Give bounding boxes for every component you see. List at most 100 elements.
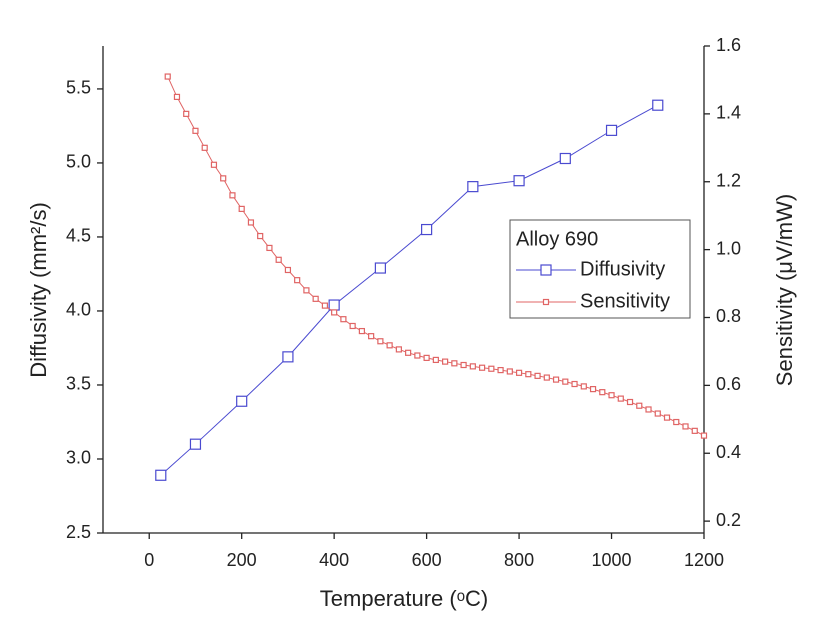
marker xyxy=(513,175,525,187)
x-tick-label: 0 xyxy=(144,550,154,570)
marker xyxy=(543,374,550,381)
marker xyxy=(266,244,273,252)
marker xyxy=(321,302,329,309)
marker xyxy=(183,110,190,117)
x-axis-label: Temperature (ᵒC) xyxy=(320,586,488,611)
y2-tick-label: 0.2 xyxy=(716,510,741,530)
marker xyxy=(645,406,652,413)
series-line xyxy=(160,104,659,476)
marker xyxy=(303,287,310,294)
y2-tick-label: 1.6 xyxy=(716,35,741,55)
marker xyxy=(608,392,615,399)
marker xyxy=(589,386,597,393)
x-tick-label: 800 xyxy=(504,550,534,570)
marker xyxy=(358,327,365,335)
legend-box xyxy=(509,219,691,319)
marker xyxy=(155,469,167,481)
y-tick-label: 5.0 xyxy=(66,152,91,172)
marker xyxy=(515,369,523,376)
marker xyxy=(284,266,292,274)
marker xyxy=(552,376,560,383)
marker xyxy=(506,368,513,375)
marker xyxy=(691,427,698,434)
marker xyxy=(236,395,248,407)
marker xyxy=(414,352,421,359)
marker xyxy=(636,402,643,409)
marker xyxy=(331,309,338,316)
marker xyxy=(421,223,433,236)
marker xyxy=(210,161,218,168)
marker xyxy=(626,398,634,406)
marker xyxy=(275,256,282,263)
y2-tick-label: 0.8 xyxy=(716,306,741,326)
marker xyxy=(312,295,319,302)
marker xyxy=(451,360,458,367)
x-tick-label: 200 xyxy=(227,550,257,570)
marker xyxy=(654,410,661,417)
y-tick-label: 2.5 xyxy=(66,522,91,542)
marker xyxy=(164,73,171,80)
marker xyxy=(460,361,467,369)
marker xyxy=(257,232,264,240)
marker xyxy=(605,124,618,136)
marker xyxy=(525,371,532,378)
marker xyxy=(328,299,340,311)
marker xyxy=(534,372,541,379)
marker xyxy=(377,338,384,345)
legend-label: Diffusivity xyxy=(580,258,665,280)
marker xyxy=(189,438,202,450)
y2-tick-label: 0.6 xyxy=(716,374,741,394)
marker xyxy=(405,349,412,356)
x-tick-label: 400 xyxy=(319,550,349,570)
y-tick-label: 5.5 xyxy=(66,78,91,98)
marker xyxy=(247,219,255,226)
marker xyxy=(201,144,208,151)
marker xyxy=(467,181,479,193)
x-tick-label: 1200 xyxy=(684,550,724,570)
marker xyxy=(282,351,294,363)
marker xyxy=(432,356,439,364)
marker xyxy=(173,93,181,101)
marker xyxy=(497,367,504,374)
marker xyxy=(220,175,227,182)
marker xyxy=(395,346,402,353)
legend-marker xyxy=(542,298,550,306)
marker xyxy=(488,365,495,372)
marker xyxy=(238,205,245,212)
marker xyxy=(562,378,569,385)
marker xyxy=(580,383,587,390)
marker xyxy=(571,380,578,388)
marker xyxy=(386,342,393,349)
marker xyxy=(700,432,708,439)
x-tick-label: 1000 xyxy=(592,550,632,570)
marker xyxy=(599,389,606,396)
legend-label: Sensitivity xyxy=(580,290,670,312)
marker xyxy=(478,364,486,371)
y-tick-label: 4.5 xyxy=(66,226,91,246)
y-tick-label: 4.0 xyxy=(66,300,91,320)
y-tick-label: 3.5 xyxy=(66,374,91,394)
marker xyxy=(469,363,476,370)
marker xyxy=(294,277,301,284)
y2-tick-label: 0.4 xyxy=(716,442,741,462)
marker xyxy=(442,358,449,365)
marker xyxy=(617,395,624,402)
marker xyxy=(673,418,680,426)
marker xyxy=(229,192,236,199)
marker xyxy=(374,262,386,274)
marker xyxy=(423,354,430,361)
y-axis-label: Diffusivity (mm²/s) xyxy=(26,202,51,378)
marker xyxy=(682,423,689,430)
marker xyxy=(349,322,356,330)
marker xyxy=(663,414,671,421)
y2-tick-label: 1.0 xyxy=(716,238,741,258)
legend-marker xyxy=(540,264,552,276)
y2-tick-label: 1.2 xyxy=(716,170,741,190)
x-tick-label: 600 xyxy=(412,550,442,570)
y2-axis-label: Sensitivity (μV/mW) xyxy=(772,194,797,386)
marker xyxy=(652,99,664,111)
y-tick-label: 3.0 xyxy=(66,448,91,468)
marker xyxy=(340,316,347,323)
marker xyxy=(192,127,199,134)
